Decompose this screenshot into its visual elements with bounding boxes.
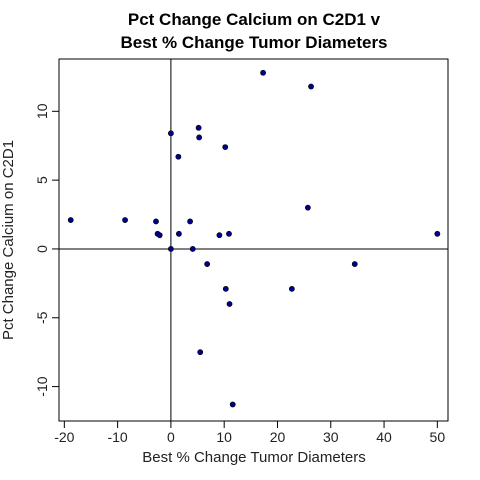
y-tick-label: -5 xyxy=(34,311,50,324)
data-point xyxy=(308,83,314,90)
data-point xyxy=(196,134,203,141)
y-axis-label: Pct Change Calcium on C2D1 xyxy=(0,140,17,340)
data-point xyxy=(175,153,182,160)
data-point xyxy=(204,261,211,267)
y-axis: -10 -5 0 5 10 xyxy=(34,103,60,397)
data-points xyxy=(67,69,441,408)
data-point xyxy=(226,230,232,237)
data-point xyxy=(195,124,202,131)
data-point xyxy=(351,261,358,267)
data-point xyxy=(434,230,441,237)
data-point xyxy=(222,144,229,150)
x-tick-label: -10 xyxy=(107,429,127,445)
x-axis-label: Best % Change Tumor Diameters xyxy=(142,449,365,466)
data-point xyxy=(260,69,266,76)
data-point xyxy=(216,232,223,239)
chart-title-line-1: Pct Change Calcium on C2D1 v xyxy=(128,10,381,29)
data-point xyxy=(288,285,295,292)
y-tick-label: -10 xyxy=(34,376,50,396)
x-tick-label: 10 xyxy=(216,429,232,445)
x-tick-label: 20 xyxy=(270,429,286,445)
x-tick-label: -20 xyxy=(54,429,74,445)
x-tick-label: 30 xyxy=(323,429,339,445)
y-tick-label: 0 xyxy=(34,245,50,253)
y-tick-label: 10 xyxy=(34,103,50,119)
data-point xyxy=(226,301,233,307)
data-point xyxy=(153,218,159,225)
data-point xyxy=(197,349,204,356)
data-point xyxy=(175,230,182,237)
x-tick-label: 0 xyxy=(167,429,175,445)
data-point xyxy=(156,232,163,239)
x-tick-label: 40 xyxy=(376,429,392,445)
chart-title-line-2: Best % Change Tumor Diameters xyxy=(120,33,387,52)
data-point xyxy=(222,285,229,292)
data-point xyxy=(122,217,128,223)
data-point xyxy=(304,204,311,211)
data-point xyxy=(187,218,193,225)
y-tick-label: 5 xyxy=(34,176,50,184)
data-point xyxy=(229,401,236,408)
x-tick-label: 50 xyxy=(430,429,446,445)
data-point xyxy=(168,130,174,137)
data-point xyxy=(67,217,74,223)
data-point xyxy=(189,246,196,252)
x-axis: -20 -10 0 10 20 30 40 50 xyxy=(54,420,446,445)
data-point xyxy=(168,246,174,252)
